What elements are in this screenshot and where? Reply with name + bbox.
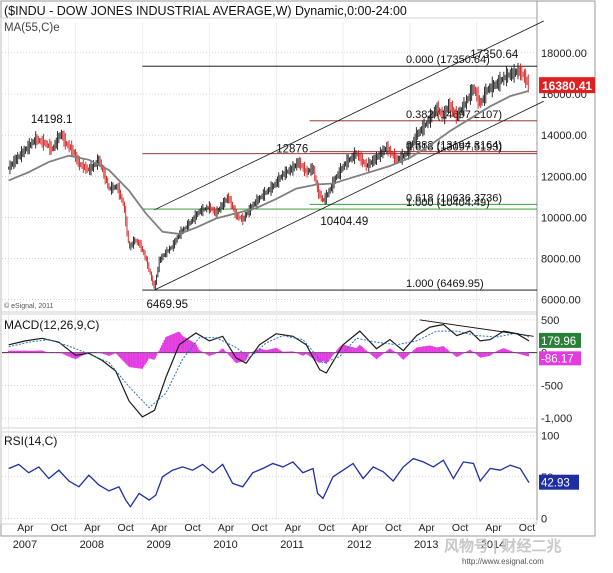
macd-line: [8, 323, 530, 418]
rsi-line: [8, 457, 530, 508]
x-month-label: Oct: [385, 522, 401, 534]
x-year-label: 2014: [481, 539, 505, 551]
macd-value-tag: [539, 332, 581, 348]
fib-0382b-label: 0.382 (13194.3164): [406, 140, 502, 152]
x-month-label: Oct: [118, 522, 134, 534]
price-annotation: 10404.49: [320, 216, 368, 228]
price-annotation: 12876: [276, 143, 308, 155]
last-price-tag: [539, 77, 595, 94]
fib-1a-label: 1.000 (10404.49): [406, 197, 490, 209]
price-annotation: 14198.1: [31, 114, 73, 126]
signal-value-tag: [539, 351, 581, 366]
x-month-label: Oct: [452, 522, 468, 534]
x-month-label: Apr: [485, 522, 502, 534]
x-month-label: Apr: [17, 522, 34, 534]
x-year-label: 2012: [347, 539, 371, 551]
ma55-line: [8, 90, 530, 235]
x-year-label: 2008: [80, 539, 104, 551]
price-y-tick-label: 18000.00: [541, 48, 587, 60]
rsi-y-tick-label: 100: [541, 430, 559, 442]
x-month-label: Apr: [285, 522, 302, 534]
x-month-label: Apr: [218, 522, 235, 534]
macd-title: MACD(12,26,9,C): [4, 318, 99, 332]
esignal-credit: © eSignal, 2011: [4, 302, 54, 310]
x-year-label: 2010: [213, 539, 237, 551]
x-month-label: Oct: [184, 522, 200, 534]
fib-1b-label: 1.000 (6469.95): [406, 278, 484, 290]
macd-y-tick-label: -500: [541, 380, 563, 392]
x-year-label: 2011: [280, 539, 304, 551]
chart-title: ($INDU - DOW JONES INDUSTRIAL AVERAGE,W)…: [4, 4, 407, 18]
last-price-value: 16380.41: [542, 79, 592, 93]
channel-lower-line: [154, 100, 544, 291]
macd-y-tick-label: -1,000: [541, 413, 572, 425]
price-annotation: 17350.64: [470, 49, 519, 61]
channel-upper-line: [154, 20, 544, 211]
price-y-tick-label: 12000.00: [541, 171, 587, 183]
x-month-label: Apr: [418, 522, 435, 534]
macd-y-tick-label: 500: [541, 315, 559, 327]
x-year-label: 2009: [146, 539, 170, 551]
fib-0618b-label: 0.618 (10636.3736): [406, 192, 502, 204]
x-month-label: Apr: [352, 522, 369, 534]
watermark-logo: 风物号 | 财经二兆: [444, 537, 562, 555]
price-y-tick-label: 8000.00: [541, 254, 581, 266]
rsi-value: 42.93: [541, 478, 570, 490]
x-month-label: Oct: [251, 522, 267, 534]
price-y-tick-label: 6000.00: [541, 295, 581, 307]
rsi-title: RSI(14,C): [4, 434, 57, 448]
signal-value: -86.17: [541, 353, 574, 365]
x-year-label: 2007: [13, 539, 37, 551]
price-y-tick-label: 10000.00: [541, 212, 587, 224]
x-month-label: Oct: [318, 522, 334, 534]
macd-divergence-line: [419, 319, 534, 337]
macd-value: 179.96: [541, 336, 576, 348]
x-month-label: Oct: [51, 522, 67, 534]
rsi-y-tick-label: 0: [541, 513, 547, 525]
price-y-tick-label: 14000.00: [541, 130, 587, 142]
price-annotation: 6469.95: [146, 299, 188, 311]
x-month-label: Oct: [519, 522, 535, 534]
fib-0382a-label: 0.382 (14697.2107): [406, 109, 502, 121]
x-month-label: Apr: [151, 522, 168, 534]
rsi-value-tag: [539, 474, 579, 490]
ma-legend: MA(55,C)e: [4, 22, 60, 34]
esignal-url: http://www.esignal.com: [462, 557, 544, 566]
x-month-label: Apr: [84, 522, 101, 534]
x-year-label: 2013: [414, 539, 438, 551]
